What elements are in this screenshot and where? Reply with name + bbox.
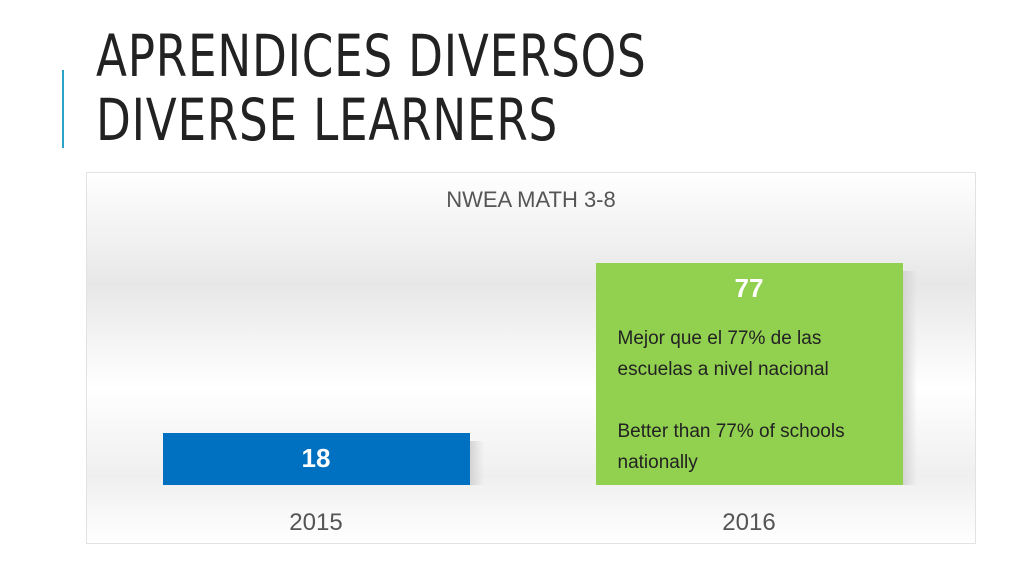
data-label-2015: 18 [301,443,331,473]
slide-title: APRENDICES DIVERSOS DIVERSE LEARNERS [96,24,647,152]
x-tick-label-2015: 2015 [289,509,343,536]
annotation-line: Better than 77% of schools [617,421,845,442]
bar-chart: NWEA MATH 3-8 18 2015 77 Mejor que el 77% d… [86,172,976,544]
slide-title-line-2: DIVERSE LEARNERS [96,86,559,154]
annotation-2016: Mejor que el 77% de las escuelas a nivel … [618,323,893,478]
slide-title-line-1: APRENDICES DIVERSOS [96,22,647,90]
title-accent-bar [62,70,64,148]
x-tick-label-2016: 2016 [722,509,776,536]
bar-shadow-2016 [902,271,917,485]
annotation-line: Mejor que el 77% de las [617,328,822,349]
bar-2015: 18 [162,433,470,485]
chart-title: NWEA MATH 3-8 [446,187,616,212]
data-label-2016: 77 [734,273,764,303]
annotation-gap [618,385,893,416]
bar-2016: 77 Mejor que el 77% de las escuelas a nive… [595,263,903,485]
annotation-line: nationally [617,452,698,473]
bar-shadow-2015 [469,441,484,485]
annotation-line: escuelas a nivel nacional [617,359,829,380]
